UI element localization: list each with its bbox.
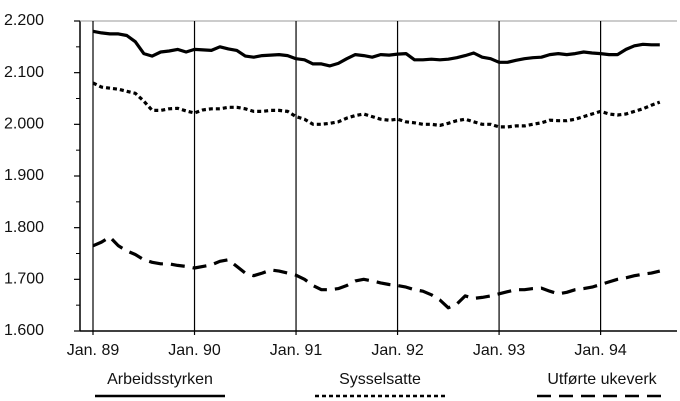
x-tick-label: Jan. 91 (270, 342, 323, 359)
x-tick-label: Jan. 92 (371, 342, 424, 359)
y-tick-label: 2.100 (4, 64, 44, 81)
y-tick-label: 1.600 (4, 322, 44, 339)
y-tick-label: 1.900 (4, 167, 44, 184)
legend-label: Arbeidsstyrken (107, 371, 213, 388)
y-tick-label: 1.800 (4, 219, 44, 236)
x-tick-label: Jan. 89 (67, 342, 120, 359)
legend-label: Sysselsatte (339, 371, 421, 388)
x-tick-label: Jan. 94 (574, 342, 627, 359)
x-tick-label: Jan. 90 (168, 342, 221, 359)
y-tick-label: 2.000 (4, 116, 44, 133)
x-tick-label: Jan. 93 (473, 342, 526, 359)
series-line (92, 235, 661, 310)
legend-label: Utførte ukeverk (547, 371, 657, 388)
series-line (92, 29, 660, 68)
y-tick-label: 2.200 (4, 12, 44, 29)
y-tick-label: 1.700 (4, 271, 44, 288)
series-line (92, 81, 661, 129)
